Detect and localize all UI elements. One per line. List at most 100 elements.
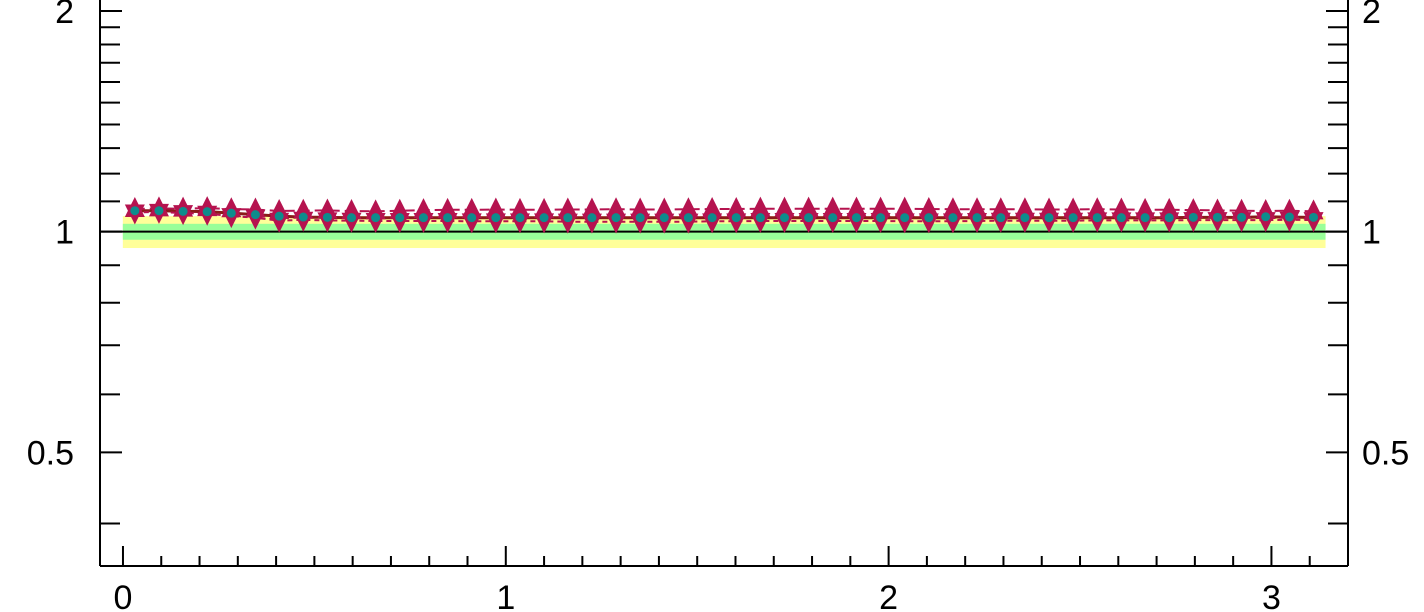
marker-circle (948, 213, 958, 223)
marker-circle (1164, 213, 1174, 223)
marker-circle (178, 206, 188, 216)
marker-triangle-down (389, 213, 410, 234)
marker-triangle-down (293, 211, 314, 232)
x-tick-label: 3 (1262, 579, 1281, 612)
marker-circle (515, 213, 525, 223)
marker-circle (731, 213, 741, 223)
marker-triangle-up (534, 197, 555, 218)
marker-triangle-down (1303, 212, 1324, 233)
marker-triangle-down (822, 213, 843, 234)
marker-circle (539, 213, 549, 223)
marker-triangle-down (1183, 212, 1204, 233)
marker-circle (587, 213, 597, 223)
marker-circle (491, 213, 501, 223)
marker-circle (1020, 213, 1030, 223)
y-tick-label-left: 2 (55, 0, 74, 31)
marker-triangle-up (846, 196, 867, 217)
marker-circle (250, 210, 260, 220)
marker-circle (900, 213, 910, 223)
marker-triangle-up (581, 197, 602, 218)
marker-circle (804, 213, 814, 223)
series-markers (124, 196, 1324, 234)
marker-triangle-down (365, 213, 386, 234)
marker-triangle-up (990, 197, 1011, 218)
marker-circle (274, 211, 284, 221)
marker-triangle-down (630, 213, 651, 234)
marker-triangle-up (798, 196, 819, 217)
plot-frame (99, 0, 1349, 567)
marker-triangle-down (750, 213, 771, 234)
y-tick-label-right: 0.5 (1362, 434, 1409, 472)
marker-triangle-down (413, 213, 434, 234)
x-tick-label: 2 (879, 579, 898, 612)
marker-triangle-up (1063, 197, 1084, 218)
marker-circle (1284, 212, 1294, 222)
marker-triangle-up (750, 196, 771, 217)
axis-ticks (100, 9, 1348, 566)
marker-circle (755, 213, 765, 223)
marker-circle (1044, 213, 1054, 223)
marker-triangle-down (1231, 212, 1252, 233)
marker-circle (683, 213, 693, 223)
marker-circle (443, 213, 453, 223)
marker-triangle-down (918, 213, 939, 234)
marker-triangle-down (1014, 212, 1035, 233)
marker-triangle-up (1014, 197, 1035, 218)
marker-triangle-down (557, 213, 578, 234)
marker-triangle-up (1039, 197, 1060, 218)
marker-triangle-up (942, 197, 963, 218)
marker-circle (851, 213, 861, 223)
marker-triangle-down (702, 213, 723, 234)
marker-circle (347, 213, 357, 223)
marker-triangle-down (1255, 212, 1276, 233)
marker-triangle-down (581, 213, 602, 234)
marker-triangle-down (437, 213, 458, 234)
marker-triangle-down (317, 212, 338, 233)
marker-circle (563, 213, 573, 223)
y-tick-label-right: 1 (1362, 214, 1381, 252)
marker-triangle-down (1111, 212, 1132, 233)
marker-circle (418, 213, 428, 223)
marker-triangle-down (461, 213, 482, 234)
marker-circle (202, 207, 212, 217)
marker-triangle-down (1159, 212, 1180, 233)
marker-circle (876, 213, 886, 223)
marker-circle (371, 213, 381, 223)
marker-triangle-down (726, 213, 747, 234)
marker-circle (1188, 212, 1198, 222)
marker-circle (611, 213, 621, 223)
marker-circle (1116, 213, 1126, 223)
marker-circle (1068, 213, 1078, 223)
marker-circle (298, 212, 308, 222)
x-tick-labels: 0 1 2 3 (114, 579, 1281, 612)
y-tick-labels-right: 0.5 1 2 (1362, 0, 1409, 472)
marker-triangle-down (245, 209, 266, 230)
marker-circle (779, 213, 789, 223)
marker-triangle-up (485, 197, 506, 218)
marker-circle (828, 213, 838, 223)
marker-triangle-up (894, 196, 915, 217)
marker-triangle-up (461, 197, 482, 218)
marker-circle (395, 213, 405, 223)
marker-circle (1140, 213, 1150, 223)
marker-triangle-up (774, 196, 795, 217)
marker-triangle-down (774, 213, 795, 234)
marker-triangle-up (1087, 197, 1108, 218)
marker-circle (1092, 213, 1102, 223)
marker-triangle-down (1063, 212, 1084, 233)
marker-circle (130, 206, 140, 216)
marker-circle (154, 206, 164, 216)
marker-triangle-down (1135, 212, 1156, 233)
marker-triangle-down (870, 213, 891, 234)
marker-circle (924, 213, 934, 223)
marker-triangle-up (918, 196, 939, 217)
marker-circle (996, 213, 1006, 223)
marker-circle (1261, 212, 1271, 222)
marker-triangle-up (822, 196, 843, 217)
marker-triangle-up (509, 197, 530, 218)
marker-triangle-up (726, 196, 747, 217)
marker-triangle-down (678, 213, 699, 234)
marker-triangle-down (846, 213, 867, 234)
marker-triangle-down (485, 213, 506, 234)
marker-triangle-up (654, 197, 675, 218)
